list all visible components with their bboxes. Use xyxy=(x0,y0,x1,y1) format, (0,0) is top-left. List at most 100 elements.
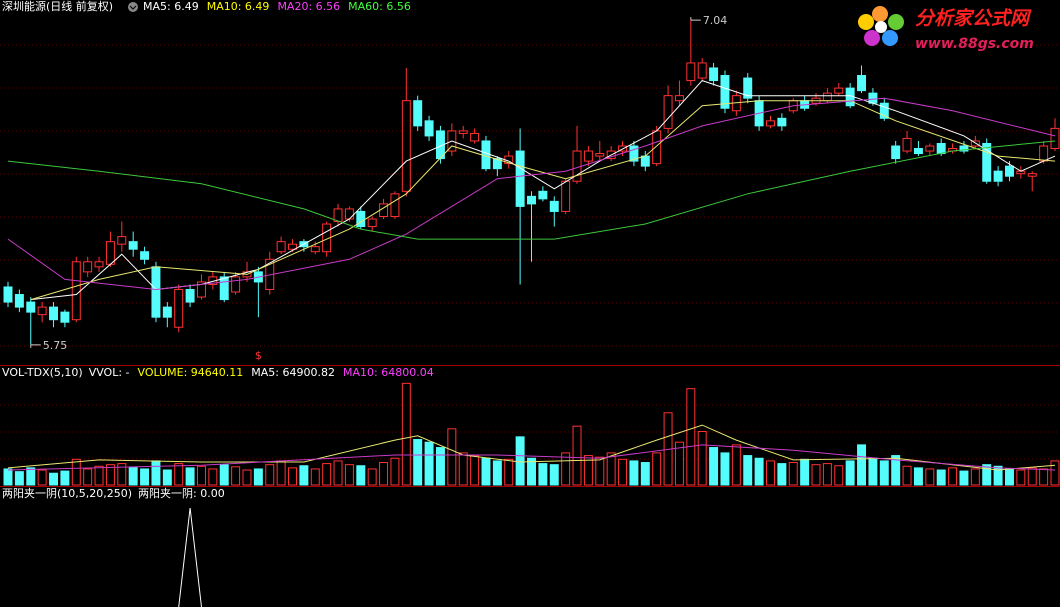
menu-icon-arrow xyxy=(129,5,137,10)
candle-body xyxy=(549,200,559,212)
volume-bar xyxy=(288,467,297,486)
volume-bar xyxy=(276,460,286,486)
candle-body xyxy=(344,208,354,220)
volume-bar xyxy=(606,452,616,486)
volume-bar xyxy=(549,464,559,486)
candle-body xyxy=(288,243,297,250)
annotation: 7.04 xyxy=(703,14,728,27)
volume-bar xyxy=(140,468,150,486)
candle-body xyxy=(83,261,93,273)
volume-bar xyxy=(686,388,696,486)
pane-title: 深圳能源(日线 前复权) xyxy=(2,0,113,13)
candle-body xyxy=(140,251,150,260)
candle-body xyxy=(49,306,59,321)
candle-body xyxy=(219,276,229,301)
volume-bar xyxy=(618,458,628,486)
volume-bar xyxy=(265,464,275,486)
legend-entry: VVOL: - xyxy=(89,366,130,379)
volume-bar xyxy=(481,457,491,486)
legend-entry: MA5: 64900.82 xyxy=(251,366,335,379)
candle-body xyxy=(94,261,104,268)
volume-bar xyxy=(640,462,650,486)
candle-body xyxy=(401,100,411,192)
volume-bar xyxy=(196,465,206,486)
volume-bar xyxy=(959,470,969,486)
indicator-line xyxy=(7,444,1056,471)
candle-body xyxy=(595,153,605,157)
candle-body xyxy=(663,95,673,129)
candle-body xyxy=(310,246,320,253)
petal-center xyxy=(875,21,887,33)
volume-bar xyxy=(208,468,218,486)
volume-bar xyxy=(128,466,138,486)
volume-bar xyxy=(1050,460,1060,486)
candle-body xyxy=(925,145,935,152)
volume-bar xyxy=(390,457,400,486)
candle-body xyxy=(162,306,172,318)
candle-body xyxy=(14,294,24,308)
volume-bar xyxy=(185,467,195,486)
volume-bar xyxy=(527,457,536,486)
candle-body xyxy=(561,180,571,212)
menu-icon[interactable] xyxy=(128,2,138,12)
volume-bar xyxy=(822,463,832,486)
volume-bar xyxy=(504,458,514,486)
legend-entry: MA10: 64800.04 xyxy=(343,366,434,379)
volume-bar xyxy=(993,465,1003,486)
candle-body xyxy=(583,150,593,162)
candle-body xyxy=(151,266,161,318)
legend-entry: VOLUME: 94640.11 xyxy=(138,366,244,379)
candle-body xyxy=(527,195,536,205)
volume-bar xyxy=(868,457,878,486)
volume-bar xyxy=(37,469,47,486)
volume-bar xyxy=(492,460,502,486)
volume-bar xyxy=(583,455,593,486)
volume-bar xyxy=(800,458,810,486)
candle-body xyxy=(276,241,286,253)
volume-bar xyxy=(857,444,867,486)
legend-entry: MA5: 6.49 xyxy=(143,0,199,13)
petal xyxy=(888,14,904,30)
legend-entry: MA10: 6.49 xyxy=(207,0,270,13)
volume-bar xyxy=(413,439,423,486)
candle-body xyxy=(37,306,47,316)
pane-title: VOL-TDX(5,10) xyxy=(2,366,83,379)
volume-bar xyxy=(754,457,764,486)
indicator-line xyxy=(7,140,1056,240)
candle-body xyxy=(743,77,753,99)
volume-bar xyxy=(845,460,855,486)
volume-bar xyxy=(310,468,320,486)
candle-body xyxy=(1027,173,1037,177)
candle-body xyxy=(413,100,423,127)
volume-bar xyxy=(60,470,70,486)
volume-bar xyxy=(879,460,889,486)
volume-bar xyxy=(834,465,844,486)
volume-bar xyxy=(174,463,184,486)
candle-body xyxy=(879,102,889,119)
candle-body xyxy=(993,170,1003,182)
candle-body xyxy=(26,301,36,313)
candle-body xyxy=(766,120,775,127)
candle-body xyxy=(913,148,923,155)
candle-body xyxy=(697,62,707,79)
petal xyxy=(882,30,898,46)
candle-body xyxy=(1039,145,1049,162)
candle-body xyxy=(538,190,548,200)
volume-bar xyxy=(242,469,252,486)
pane-title: 两阳夹一阴(10,5,20,250) xyxy=(2,487,132,500)
volume-bar xyxy=(1016,469,1026,486)
annotation-leader xyxy=(690,17,701,21)
volume-bar xyxy=(948,467,958,486)
candle-body xyxy=(709,67,719,82)
candle-body xyxy=(185,288,195,303)
volume-bar xyxy=(49,472,59,486)
volume-bar xyxy=(367,468,377,486)
candle-body xyxy=(231,276,241,293)
volume-bar xyxy=(1004,468,1014,486)
volume-bar xyxy=(538,463,548,486)
candle-body xyxy=(3,286,13,303)
candle-body xyxy=(1050,127,1060,150)
candle-body xyxy=(390,193,400,217)
petal xyxy=(864,30,880,46)
